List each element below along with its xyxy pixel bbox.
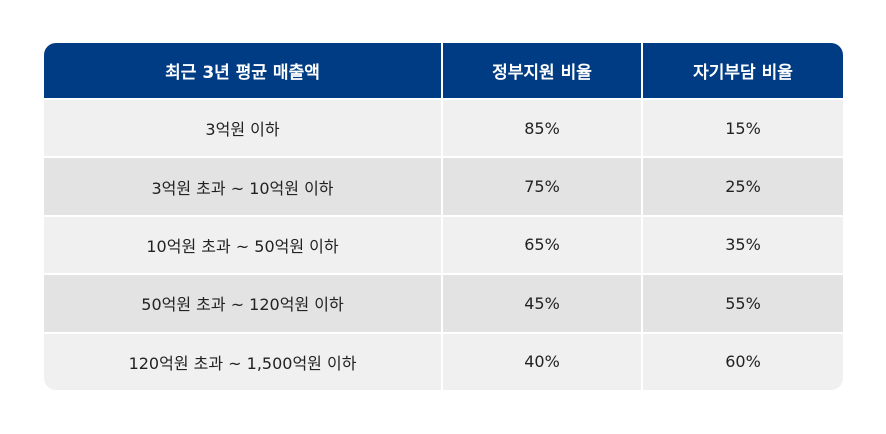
header-revenue: 최근 3년 평균 매출액 xyxy=(44,43,443,100)
self-ratio-cell: 35% xyxy=(642,215,843,276)
revenue-range-cell: 3억원 초과 ~ 10억원 이하 xyxy=(44,157,443,217)
header-government-ratio: 정부지원 비율 xyxy=(442,43,643,100)
government-ratio-cell: 65% xyxy=(442,215,643,276)
government-ratio-cell: 40% xyxy=(442,332,643,390)
table-row: 3억원 초과 ~ 10억원 이하 75% 25% xyxy=(44,157,843,217)
header-self-ratio: 자기부담 비율 xyxy=(642,43,843,100)
revenue-range-cell: 3억원 이하 xyxy=(44,99,443,159)
revenue-range-cell: 120억원 초과 ~ 1,500억원 이하 xyxy=(44,332,443,390)
table-row: 3억원 이하 85% 15% xyxy=(44,99,843,159)
table-row: 120억원 초과 ~ 1,500억원 이하 40% 60% xyxy=(44,332,843,390)
self-ratio-cell: 25% xyxy=(642,157,843,217)
support-ratio-table: 최근 3년 평균 매출액 정부지원 비율 자기부담 비율 3억원 이하 85% … xyxy=(44,43,843,390)
revenue-range-cell: 50억원 초과 ~ 120억원 이하 xyxy=(44,274,443,334)
table-row: 10억원 초과 ~ 50억원 이하 65% 35% xyxy=(44,215,843,276)
government-ratio-cell: 45% xyxy=(442,274,643,334)
government-ratio-cell: 85% xyxy=(442,99,643,159)
revenue-range-cell: 10억원 초과 ~ 50억원 이하 xyxy=(44,215,443,276)
self-ratio-cell: 60% xyxy=(642,332,843,390)
table-row: 50억원 초과 ~ 120억원 이하 45% 55% xyxy=(44,274,843,334)
self-ratio-cell: 15% xyxy=(642,99,843,159)
table-header-row: 최근 3년 평균 매출액 정부지원 비율 자기부담 비율 xyxy=(44,43,843,100)
table: 최근 3년 평균 매출액 정부지원 비율 자기부담 비율 3억원 이하 85% … xyxy=(44,43,843,390)
self-ratio-cell: 55% xyxy=(642,274,843,334)
government-ratio-cell: 75% xyxy=(442,157,643,217)
